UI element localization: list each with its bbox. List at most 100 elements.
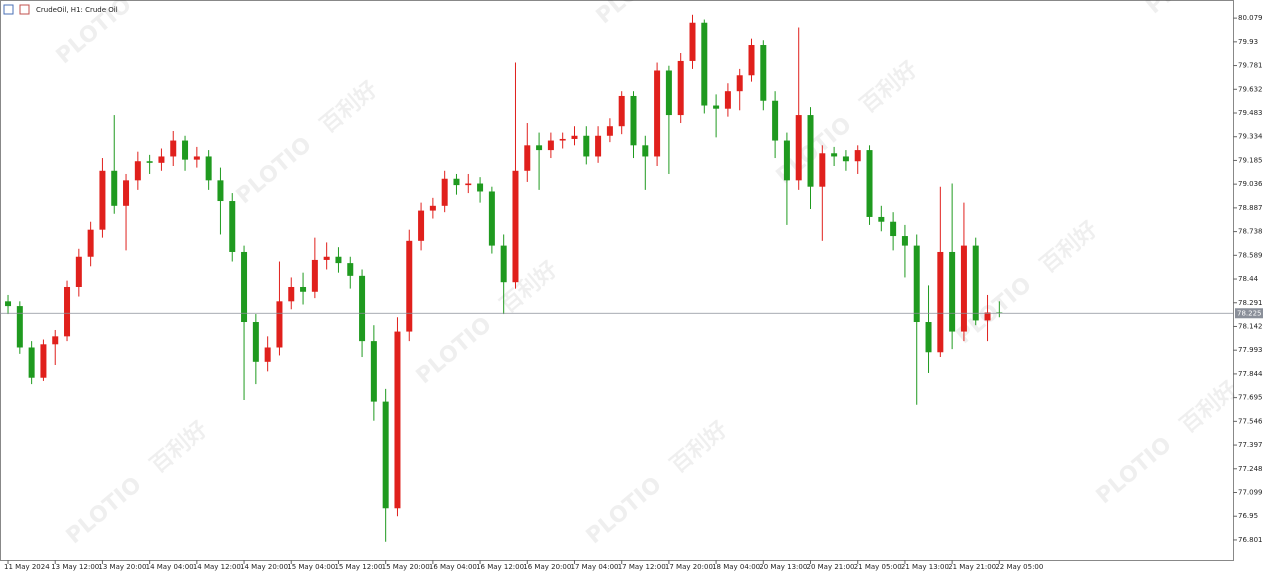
candle-body bbox=[665, 70, 672, 116]
y-tick-label: 79.93 bbox=[1238, 38, 1258, 46]
candle-body bbox=[949, 251, 956, 332]
candle-body bbox=[170, 140, 177, 157]
candle-body bbox=[972, 245, 979, 321]
candle-body bbox=[890, 221, 897, 237]
candle-body bbox=[595, 135, 602, 157]
x-tick-label: 17 May 04:00 bbox=[570, 563, 618, 571]
candle-body bbox=[854, 150, 861, 162]
candle-body bbox=[831, 153, 838, 157]
candle-body bbox=[618, 95, 625, 127]
y-tick-label: 77.695 bbox=[1238, 394, 1263, 402]
candle-body bbox=[724, 91, 731, 109]
y-tick-label: 77.397 bbox=[1238, 441, 1263, 449]
x-tick-label: 20 May 13:00 bbox=[759, 563, 807, 571]
y-tick-label: 76.801 bbox=[1238, 536, 1263, 544]
candle-body bbox=[75, 256, 82, 287]
y-tick-label: 77.546 bbox=[1238, 417, 1263, 425]
y-tick-label: 78.291 bbox=[1238, 299, 1263, 307]
candle-body bbox=[536, 145, 543, 151]
candle-body bbox=[559, 138, 566, 141]
candle-body bbox=[701, 22, 708, 106]
candle-body bbox=[64, 286, 71, 337]
candle-body bbox=[370, 341, 377, 402]
x-tick-label: 15 May 12:00 bbox=[334, 563, 382, 571]
x-tick-label: 15 May 04:00 bbox=[287, 563, 335, 571]
candle-body bbox=[311, 259, 318, 292]
plot-frame bbox=[0, 0, 1234, 561]
candle-body bbox=[323, 256, 330, 260]
y-tick-label: 77.248 bbox=[1238, 465, 1263, 473]
candle-body bbox=[937, 251, 944, 353]
candle-body bbox=[465, 183, 472, 186]
y-tick-label: 76.95 bbox=[1238, 512, 1258, 520]
x-tick-label: 13 May 20:00 bbox=[98, 563, 146, 571]
candle-body bbox=[418, 210, 425, 241]
candle-body bbox=[123, 180, 130, 206]
x-tick-label: 21 May 13:00 bbox=[901, 563, 949, 571]
y-tick-label: 77.993 bbox=[1238, 346, 1263, 354]
candle-body bbox=[960, 245, 967, 332]
candle-body bbox=[217, 180, 224, 202]
candle-body bbox=[842, 156, 849, 162]
candle-body bbox=[182, 140, 189, 160]
candle-body bbox=[16, 306, 23, 348]
candle-body bbox=[760, 45, 767, 101]
candle-body bbox=[111, 170, 118, 206]
candle-body bbox=[252, 322, 259, 362]
last-price-box bbox=[1235, 308, 1263, 319]
candle-body bbox=[512, 170, 519, 283]
icon bbox=[3, 4, 14, 15]
y-tick-label: 77.099 bbox=[1238, 489, 1263, 497]
x-tick-label: 21 May 21:00 bbox=[948, 563, 996, 571]
candle-body bbox=[925, 322, 932, 353]
x-tick-label: 17 May 12:00 bbox=[618, 563, 666, 571]
x-tick-label: 22 May 05:00 bbox=[995, 563, 1043, 571]
candle-body bbox=[5, 301, 12, 307]
candle-body bbox=[748, 45, 755, 76]
candle-body bbox=[28, 347, 35, 378]
x-tick-label: 14 May 20:00 bbox=[240, 563, 288, 571]
candle-body bbox=[158, 156, 165, 163]
x-tick-label: 14 May 12:00 bbox=[193, 563, 241, 571]
candle-body bbox=[606, 126, 613, 136]
candle-body bbox=[52, 336, 59, 345]
candle-body bbox=[642, 145, 649, 157]
candle-body bbox=[524, 145, 531, 171]
candle-body bbox=[547, 140, 554, 151]
x-tick-label: 17 May 20:00 bbox=[665, 563, 713, 571]
y-tick-label: 79.185 bbox=[1238, 156, 1263, 164]
candle-body bbox=[441, 178, 448, 206]
candle-body bbox=[477, 183, 484, 192]
candle-body bbox=[677, 60, 684, 116]
x-tick-label: 15 May 20:00 bbox=[382, 563, 430, 571]
y-tick-label: 78.44 bbox=[1238, 275, 1259, 283]
candle-body bbox=[205, 156, 212, 181]
candle-body bbox=[300, 286, 307, 292]
candle-body bbox=[335, 256, 342, 264]
candle-body bbox=[429, 205, 436, 211]
candle-body bbox=[288, 286, 295, 302]
candle-body bbox=[500, 245, 507, 283]
candle-body bbox=[819, 153, 826, 187]
x-tick-label: 16 May 12:00 bbox=[476, 563, 524, 571]
candle-body bbox=[347, 263, 354, 276]
x-tick-label: 18 May 04:00 bbox=[712, 563, 760, 571]
candle-body bbox=[394, 331, 401, 509]
y-tick-label: 79.781 bbox=[1238, 62, 1263, 70]
x-tick-label: 16 May 04:00 bbox=[429, 563, 477, 571]
y-tick-label: 78.887 bbox=[1238, 204, 1263, 212]
x-tick-label: 16 May 20:00 bbox=[523, 563, 571, 571]
candle-body bbox=[713, 105, 720, 109]
y-tick-label: 80.079 bbox=[1238, 14, 1263, 22]
y-tick-label: 78.738 bbox=[1238, 228, 1263, 236]
y-tick-label: 79.483 bbox=[1238, 109, 1263, 117]
candle-body bbox=[866, 150, 873, 217]
y-tick-label: 78.142 bbox=[1238, 322, 1263, 330]
last-price-label: 78.225 bbox=[1237, 309, 1262, 317]
candle-body bbox=[488, 191, 495, 246]
y-tick-label: 78.589 bbox=[1238, 251, 1263, 259]
candle-body bbox=[87, 229, 94, 257]
candle-body bbox=[689, 22, 696, 61]
candle-body bbox=[453, 178, 460, 186]
x-tick-label: 21 May 05:00 bbox=[854, 563, 902, 571]
